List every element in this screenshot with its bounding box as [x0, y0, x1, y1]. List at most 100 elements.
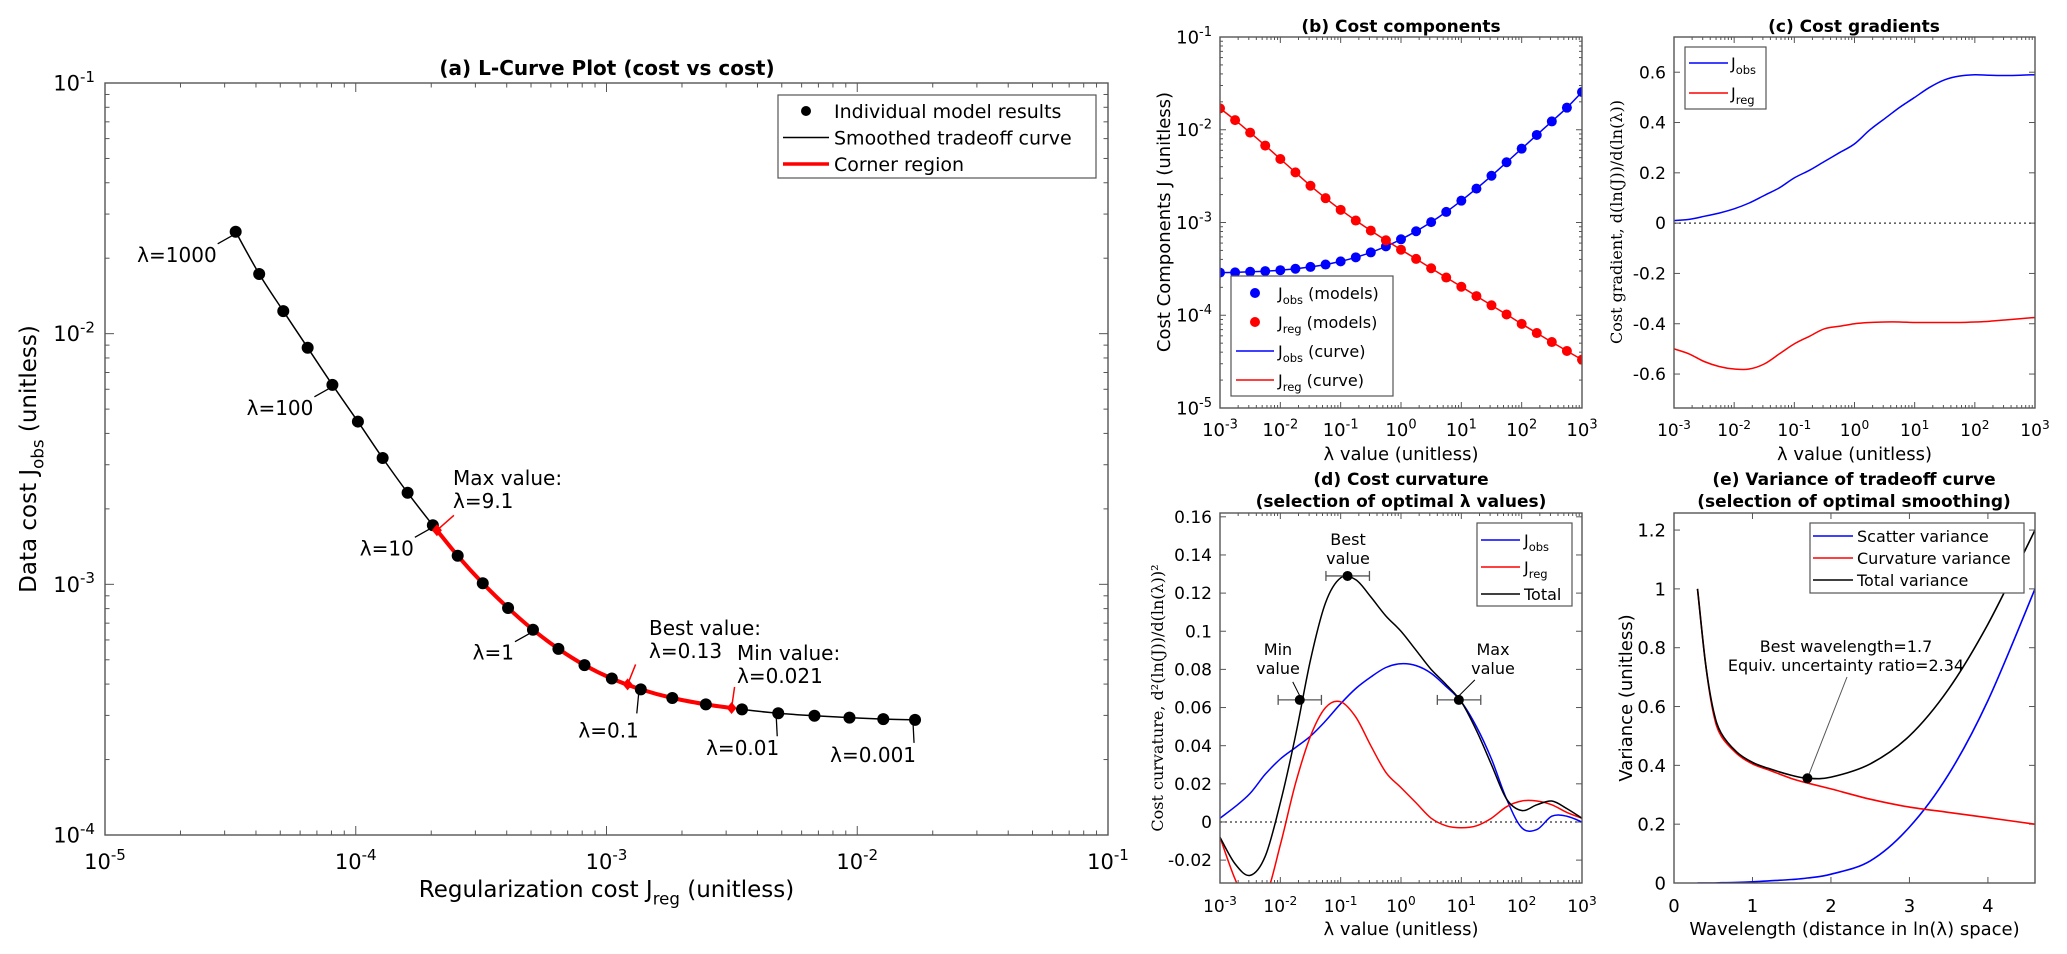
model-point-jobs — [1320, 259, 1331, 270]
legend: Scatter variance Curvature variance Total … — [1809, 522, 2025, 594]
model-point-jreg — [1365, 225, 1376, 236]
y-axis-label: Cost curvature, d²(ln(J))/d(ln(λ))² — [1148, 564, 1167, 831]
model-point-jobs — [1335, 256, 1346, 267]
y-tick-label: 10-1 — [1176, 25, 1212, 49]
selected-point — [1342, 570, 1353, 581]
x-tick-label: 10-3 — [1657, 418, 1691, 441]
y-tick-label: 0.16 — [1174, 508, 1212, 528]
y-tick-label: 0.2 — [1637, 815, 1666, 836]
panel-a: 10-5 10-4 10-3 10-2 10-110-410-310-210-1 (a) … — [16, 56, 1129, 908]
model-point-jreg — [1290, 167, 1301, 178]
legend-label: Curvature variance — [1857, 549, 2011, 568]
model-result-point — [877, 713, 890, 726]
model-point-jobs — [1486, 170, 1497, 181]
x-tick-label: 102 — [1960, 418, 1989, 441]
model-point-jreg — [1486, 300, 1497, 311]
model-point-jreg — [1546, 337, 1557, 348]
model-result-point — [401, 486, 414, 499]
x-axis-label: Regularization cost Jreg (unitless) — [419, 877, 794, 908]
point-label-leader — [314, 387, 331, 398]
model-result-point — [666, 692, 679, 704]
legend-box — [1684, 46, 1767, 110]
plot-content — [1220, 575, 1582, 883]
legend-marker — [1250, 317, 1260, 327]
model-result-point — [634, 683, 647, 696]
model-result-point — [772, 707, 785, 720]
model-point-jobs — [1516, 143, 1527, 154]
model-point-jreg — [1275, 153, 1286, 164]
x-tick-label: 103 — [2020, 418, 2049, 441]
y-tick-label: 10-4 — [1176, 303, 1212, 327]
y-axis-label: Variance (unitless) — [1616, 614, 1637, 781]
legend-label: Jreg — [1523, 558, 1548, 581]
model-result-point — [376, 452, 389, 465]
point-label-leader — [636, 692, 640, 714]
model-point-jreg — [1456, 281, 1467, 292]
point-label-leader — [414, 527, 432, 538]
y-tick-label: 0 — [1201, 813, 1212, 833]
model-point-jreg — [1260, 140, 1271, 151]
x-tick-label: 1 — [1747, 896, 1758, 917]
variance-curve-curvature — [1696, 588, 2035, 825]
best-leader — [1806, 676, 1848, 779]
x-tick-label: 10-3 — [1202, 417, 1238, 441]
plot-area — [105, 83, 1108, 835]
x-tick-label: 10-5 — [84, 846, 126, 874]
curvature-curve-jreg — [1220, 700, 1582, 883]
selected-point — [1294, 694, 1305, 705]
selected-leader — [1292, 681, 1301, 697]
y-axis-label: Cost Components J (unitless) — [1154, 92, 1175, 352]
x-tick-label: 10-1 — [1087, 846, 1129, 874]
y-tick-label: 10-4 — [53, 820, 95, 848]
point-label: λ=10 — [360, 536, 414, 560]
model-point-jreg — [1426, 263, 1437, 274]
y-tick-label: 0.1 — [1185, 622, 1212, 642]
model-point-jreg — [1516, 318, 1527, 329]
model-result-point — [578, 659, 591, 672]
y-tick-label: -0.02 — [1168, 851, 1212, 871]
y-tick-label: 0 — [1655, 214, 1666, 234]
model-point-jobs — [1230, 267, 1241, 278]
selected-label: λ=0.021 — [737, 664, 823, 688]
x-tick-label: 10-4 — [335, 846, 377, 874]
y-tick-label: 10-1 — [53, 68, 95, 96]
x-tick-label: 100 — [1386, 894, 1415, 917]
chart-title: (selection of optimal smoothing) — [1697, 492, 2011, 512]
legend-label: Total variance — [1856, 571, 1968, 590]
y-tick-label: 0.02 — [1174, 775, 1212, 795]
legend-box — [777, 94, 1097, 179]
curvature-curve-total — [1220, 575, 1582, 877]
legend-marker — [801, 106, 811, 116]
plot-content — [1674, 73, 2035, 371]
legend-label: Jobs — [1523, 531, 1549, 554]
model-point-jobs — [1220, 267, 1225, 278]
x-tick-label: 10-3 — [586, 846, 628, 874]
y-tick-label: 0.8 — [1637, 638, 1666, 659]
selected-marker — [622, 678, 633, 691]
x-tick-label: 4 — [1982, 896, 1993, 917]
y-axis-label: Data cost Jobs (unitless) — [16, 325, 47, 593]
point-label: λ=1 — [473, 641, 514, 665]
plot-content — [229, 225, 922, 726]
selected-label: λ=9.1 — [453, 489, 513, 513]
y-tick-label: 10-3 — [1176, 210, 1212, 234]
selected-label: Max — [1476, 640, 1509, 659]
plot-frame — [1673, 512, 2036, 884]
y-tick-label: -0.6 — [1633, 365, 1666, 385]
y-tick-label: 0 — [1655, 873, 1666, 894]
model-point-jobs — [1290, 263, 1301, 274]
y-tick-label: 0.4 — [1639, 114, 1666, 134]
y-tick-label: 10-2 — [53, 318, 95, 346]
chart-title: (d) Cost curvature — [1313, 470, 1488, 490]
model-result-point — [502, 601, 515, 614]
model-point-jreg — [1320, 193, 1331, 204]
y-tick-label: 1.2 — [1637, 521, 1666, 542]
model-point-jreg — [1441, 272, 1452, 283]
legend-label: Jreg (curve) — [1277, 371, 1364, 394]
y-tick-label: 0.08 — [1174, 661, 1212, 681]
model-point-jobs — [1411, 226, 1422, 237]
y-tick-label: 0.06 — [1174, 699, 1212, 719]
plot-frame — [1219, 36, 1583, 409]
x-tick-label: 3 — [1904, 896, 1915, 917]
model-point-jobs — [1365, 247, 1376, 258]
